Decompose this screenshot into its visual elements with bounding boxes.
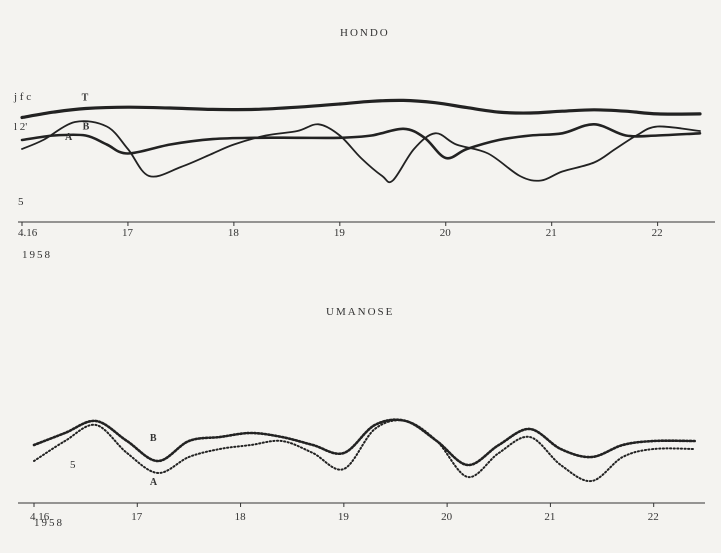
hondo-panel: HONDO j f c l 2' 5 4.16 17 18 19 20 21 22 1958… xyxy=(13,27,715,261)
x-tick-label: 17 xyxy=(122,227,134,239)
x-tick-label: 17 xyxy=(131,511,143,523)
series-line-t xyxy=(20,98,702,120)
x-tick-label: 21 xyxy=(546,227,557,239)
series-label-a: A xyxy=(65,132,73,143)
series-label-b: B xyxy=(83,122,90,133)
series-line-a xyxy=(21,120,701,184)
series-label-b: B xyxy=(150,433,157,444)
x-tick-label: 22 xyxy=(652,227,663,239)
series-label-a: A xyxy=(150,477,158,488)
series-line-a xyxy=(33,419,696,483)
x-tick-label: 4.16 xyxy=(30,511,50,523)
umanose-panel: UMANOSE 5 4.16 17 18 19 20 21 22 1958 BA xyxy=(18,306,705,529)
series-line-b xyxy=(20,122,702,160)
hondo-series: T BA xyxy=(20,93,702,184)
series-line-b xyxy=(32,418,697,467)
x-tick-label: 18 xyxy=(235,511,247,523)
hondo-side-label-jfc: j f c xyxy=(13,91,31,103)
x-tick-label: 19 xyxy=(338,511,350,523)
hondo-side-label-l2: l 2' xyxy=(14,121,27,133)
umanose-side-label-5: 5 xyxy=(70,459,76,471)
hondo-x-ticks: 4.16 17 18 19 20 21 22 xyxy=(18,222,663,239)
umanose-year-label: 1958 xyxy=(34,517,64,529)
hondo-title: HONDO xyxy=(340,27,390,39)
x-tick-label: 18 xyxy=(228,227,240,239)
umanose-x-ticks: 4.16 17 18 19 20 21 22 xyxy=(30,503,659,523)
umanose-series: BA xyxy=(32,418,697,488)
hondo-side-label-5: 5 xyxy=(18,196,24,208)
x-tick-label: 4.16 xyxy=(18,227,38,239)
x-tick-label: 20 xyxy=(441,511,453,523)
series-label-t: T xyxy=(82,93,89,104)
x-tick-label: 20 xyxy=(440,227,452,239)
x-tick-label: 21 xyxy=(544,511,555,523)
x-tick-label: 19 xyxy=(334,227,346,239)
x-tick-label: 22 xyxy=(648,511,659,523)
hondo-year-label: 1958 xyxy=(22,249,52,261)
umanose-title: UMANOSE xyxy=(326,306,394,318)
